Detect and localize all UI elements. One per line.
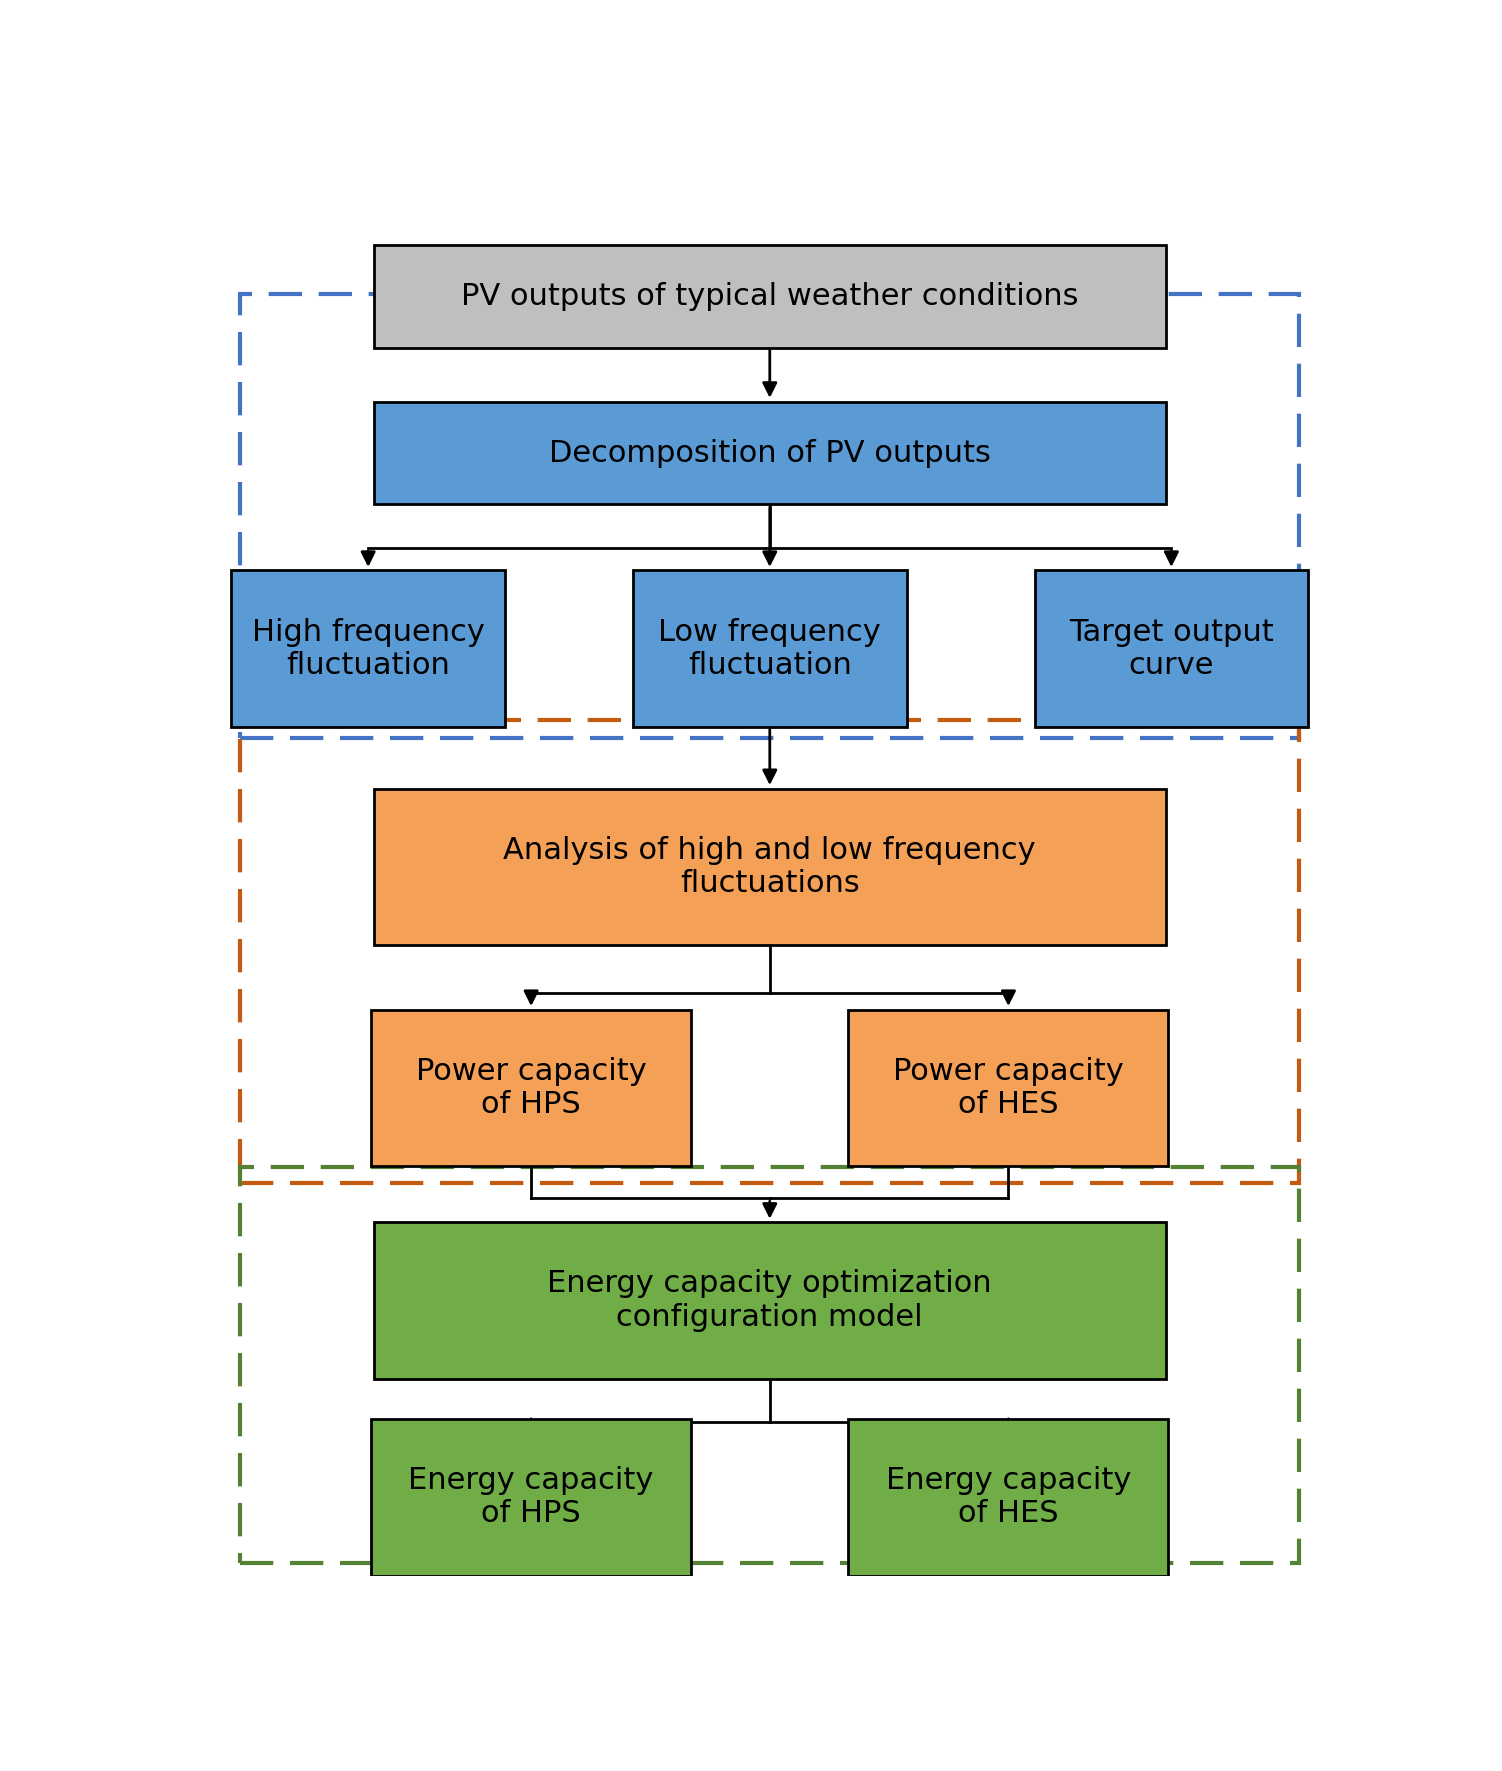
Text: Power capacity
of HPS: Power capacity of HPS <box>416 1057 646 1119</box>
Text: Energy capacity
of HPS: Energy capacity of HPS <box>409 1466 653 1528</box>
FancyBboxPatch shape <box>374 402 1166 505</box>
Text: Power capacity
of HES: Power capacity of HES <box>894 1057 1123 1119</box>
FancyBboxPatch shape <box>374 788 1166 946</box>
Text: Low frequency
fluctuation: Low frequency fluctuation <box>658 618 882 680</box>
Text: Energy capacity
of HES: Energy capacity of HES <box>886 1466 1131 1528</box>
FancyBboxPatch shape <box>1035 570 1308 728</box>
Text: PV outputs of typical weather conditions: PV outputs of typical weather conditions <box>461 282 1078 312</box>
Text: Decomposition of PV outputs: Decomposition of PV outputs <box>548 439 991 468</box>
FancyBboxPatch shape <box>371 1419 691 1576</box>
FancyBboxPatch shape <box>849 1419 1169 1576</box>
FancyBboxPatch shape <box>632 570 907 728</box>
Text: Target output
curve: Target output curve <box>1069 618 1274 680</box>
Text: Analysis of high and low frequency
fluctuations: Analysis of high and low frequency fluct… <box>503 836 1036 898</box>
Text: Energy capacity optimization
configuration model: Energy capacity optimization configurati… <box>547 1270 993 1332</box>
FancyBboxPatch shape <box>371 1009 691 1167</box>
Text: High frequency
fluctuation: High frequency fluctuation <box>252 618 485 680</box>
FancyBboxPatch shape <box>849 1009 1169 1167</box>
FancyBboxPatch shape <box>374 244 1166 347</box>
FancyBboxPatch shape <box>374 1222 1166 1380</box>
FancyBboxPatch shape <box>231 570 505 728</box>
